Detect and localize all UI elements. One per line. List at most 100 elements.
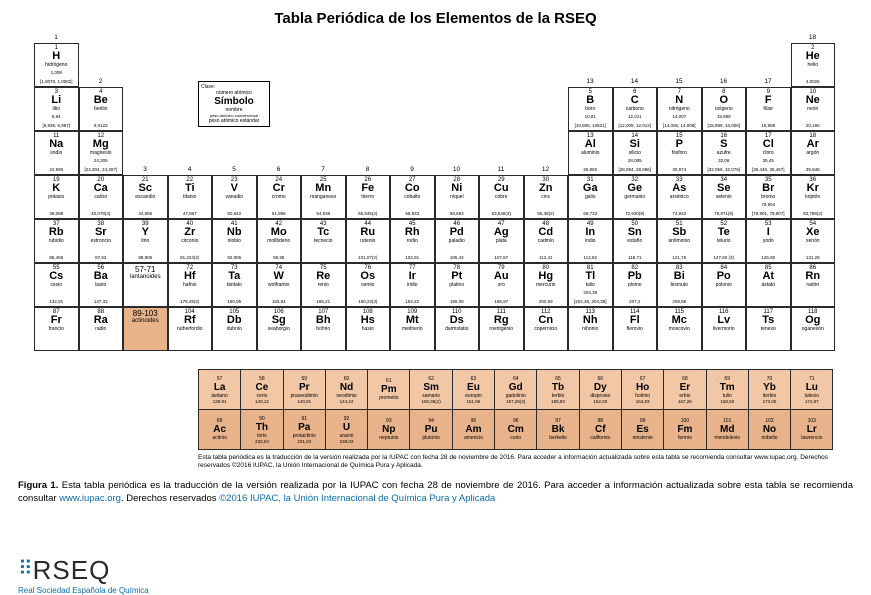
element-symbol: Ho — [622, 382, 663, 393]
atomic-weight: 6,94 — [52, 115, 61, 120]
element-cell: 81Tltalio204,38[204,38, 204,39] — [568, 263, 613, 307]
element-name: nihonio — [582, 327, 598, 332]
element-name: sodio — [50, 151, 62, 156]
weight-interval: [204,38, 204,39] — [574, 300, 607, 305]
element-name: circonio — [181, 239, 198, 244]
element-name: indio — [585, 239, 596, 244]
element-cell: 34Seselenio78,971(8) — [702, 175, 747, 219]
atomic-weight: 69,723 — [583, 212, 597, 217]
group-label: 8 — [346, 166, 390, 173]
atomic-weight: 232,04 — [241, 439, 282, 444]
element-cell: 115Mcmoscovio — [657, 307, 702, 351]
element-cell: 15Pfósforo30,974 — [657, 131, 702, 175]
atomic-weight: 24,305 — [94, 159, 108, 164]
weight-interval: [32,059, 32,076] — [707, 168, 740, 173]
range-cell: 57-71lantanoides — [123, 263, 168, 307]
element-name: yodo — [763, 239, 774, 244]
element-name: platino — [449, 283, 464, 288]
element-cell: 46Pdpaladio106,42 — [435, 219, 480, 263]
range-name: actinoides — [132, 318, 159, 324]
atomic-weight: 164,93 — [622, 399, 663, 404]
atomic-weight: 102,91 — [405, 256, 419, 261]
element-symbol: Pm — [368, 384, 409, 395]
element-cell: 110Dsdarmstatio — [435, 307, 480, 351]
element-name: mendelevio — [707, 435, 748, 441]
atomic-weight: 208,98 — [672, 300, 686, 305]
f-block-cell: 60Ndneodimio144,24 — [325, 370, 367, 410]
element-name: lawrencio — [791, 435, 832, 441]
atomic-weight: 35,45 — [763, 159, 774, 164]
element-name: cesio — [50, 283, 62, 288]
element-name: itrio — [141, 239, 149, 244]
caption-link-2[interactable]: ©2016 IUPAC, la Unión Internacional de Q… — [219, 493, 495, 504]
atomic-weight: 54,938 — [316, 212, 330, 217]
f-block-cell: 92Uuranio238,03 — [325, 410, 367, 450]
element-name: polonio — [716, 283, 732, 288]
element-name: litio — [52, 107, 60, 112]
group-label: 12 — [524, 166, 568, 173]
element-cell: 26Fehierro55,845(2) — [346, 175, 391, 219]
group-label: 18 — [791, 34, 835, 41]
f-block-cell: 63Eueuropio151,96 — [452, 370, 494, 410]
atomic-weight: 85,468 — [49, 256, 63, 261]
element-name: helio — [807, 63, 818, 68]
element-name: hasio — [362, 327, 374, 332]
element-name: argón — [806, 151, 819, 156]
element-name: calcio — [94, 195, 107, 200]
element-cell: 87Frfrancio — [34, 307, 79, 351]
element-name: mercurio — [536, 283, 555, 288]
element-cell: 23Vvanadio50,942 — [212, 175, 257, 219]
element-symbol: Bk — [537, 424, 578, 435]
f-block-cell: 61Pmprometio — [368, 370, 410, 410]
weight-interval: [79,901, 79,907] — [752, 212, 785, 217]
element-name: hierro — [361, 195, 374, 200]
logo-dots-icon: ⠿ — [18, 558, 33, 580]
atomic-weight: 88,906 — [138, 256, 152, 261]
element-cell: 37Rbrubidio85,468 — [34, 219, 79, 263]
element-cell: 16Sazufre32,06[32,059, 32,076] — [702, 131, 747, 175]
element-cell: 10Neneón20,180 — [791, 87, 836, 131]
element-symbol: Ac — [199, 424, 240, 435]
element-cell: 76Ososmio190,23(3) — [346, 263, 391, 307]
element-cell: 47Agplata107,87 — [479, 219, 524, 263]
atomic-weight: 168,93 — [707, 399, 748, 404]
atomic-weight: 28,085 — [628, 159, 642, 164]
element-cell: 54Xexenón131,29 — [791, 219, 836, 263]
element-name: cobre — [495, 195, 508, 200]
element-name: antimonio — [668, 239, 690, 244]
element-name: fósforo — [672, 151, 687, 156]
atomic-weight: 30,974 — [672, 168, 686, 173]
atomic-weight: 72,630(8) — [625, 212, 644, 217]
element-name: cadmio — [538, 239, 554, 244]
element-cell: 113Nhnihonio — [568, 307, 613, 351]
element-symbol: Tb — [537, 382, 578, 393]
element-name: copernicio — [534, 327, 557, 332]
f-block-cell: 99Eseinstenio — [621, 410, 663, 450]
element-symbol: Lr — [791, 424, 832, 435]
element-cell: 13Alaluminio26,982 — [568, 131, 613, 175]
atomic-weight: 162,50 — [580, 399, 621, 404]
element-cell: 48Cdcadmio112,41 — [524, 219, 569, 263]
element-name: kriptón — [805, 195, 820, 200]
element-name: germanio — [624, 195, 645, 200]
atomic-weight: 157,25(3) — [495, 399, 536, 404]
element-cell: 53Iyodo126,90 — [746, 219, 791, 263]
atomic-weight: 79,904 — [761, 203, 775, 208]
element-name: teneso — [761, 327, 776, 332]
atomic-weight: 39,098 — [49, 212, 63, 217]
element-cell: 40Zrcirconio91,224(2) — [168, 219, 213, 263]
caption-link-1[interactable]: www.iupac.org — [59, 493, 121, 504]
f-block-cell: 58Cecerio140,12 — [241, 370, 283, 410]
element-name: oro — [498, 283, 505, 288]
element-name: galio — [585, 195, 596, 200]
element-name: boro — [585, 107, 595, 112]
element-cell: 105Dbdubnio — [212, 307, 257, 351]
element-name: bismuto — [670, 283, 688, 288]
atomic-weight: 150,36(2) — [410, 399, 451, 404]
element-name: hidrógeno — [45, 63, 67, 68]
element-cell: 24Crcromo51,996 — [257, 175, 302, 219]
atomic-weight: 231,04 — [284, 439, 325, 444]
atomic-weight: 107,87 — [494, 256, 508, 261]
element-cell: 42Momolibdeno95,95 — [257, 219, 302, 263]
element-name: magnesio — [90, 151, 112, 156]
